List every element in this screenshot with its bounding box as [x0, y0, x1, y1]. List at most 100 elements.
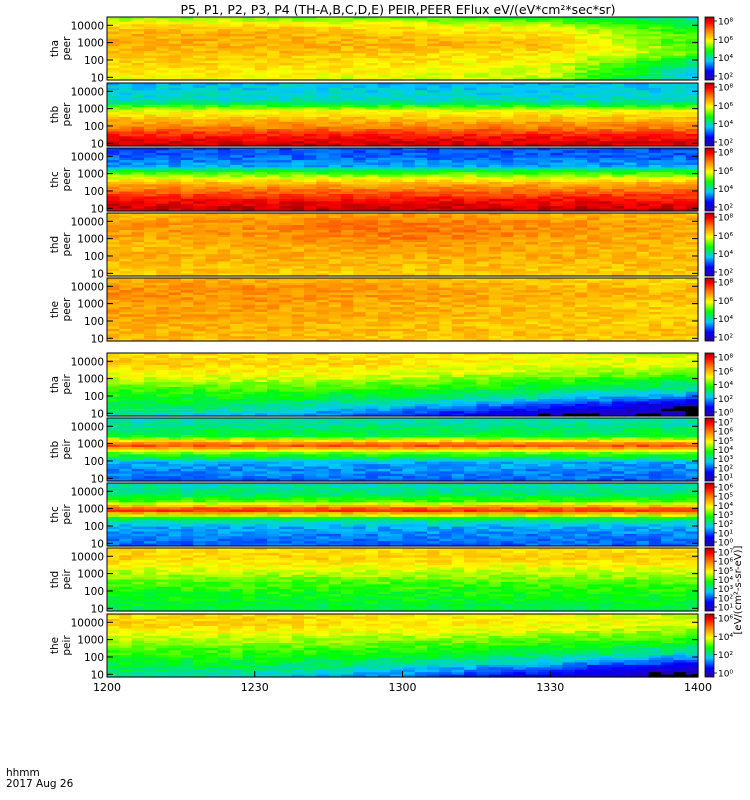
- heatmap-cell: [439, 194, 453, 198]
- heatmap-cell: [648, 112, 662, 116]
- heatmap-cell: [119, 17, 133, 21]
- heatmap-cell: [304, 75, 317, 79]
- heatmap-cell: [550, 85, 564, 89]
- heatmap-cell: [230, 164, 244, 168]
- heatmap-cell: [587, 58, 601, 62]
- heatmap-cell: [587, 31, 601, 35]
- heatmap-cell: [291, 19, 305, 23]
- heatmap-cell: [550, 41, 564, 45]
- heatmap-cell: [427, 126, 441, 130]
- heatmap-cell: [180, 63, 194, 67]
- heatmap-cell: [525, 177, 539, 181]
- heatmap-cell: [427, 48, 441, 52]
- heatmap-cell: [267, 29, 280, 33]
- heatmap-cell: [180, 38, 194, 42]
- heatmap-cell: [291, 160, 305, 164]
- heatmap-cell: [513, 116, 527, 120]
- heatmap-cell: [599, 157, 613, 161]
- heatmap-cell: [636, 174, 650, 178]
- heatmap-cell: [624, 70, 638, 74]
- heatmap-cell: [119, 124, 133, 128]
- heatmap-cell: [427, 38, 441, 42]
- heatmap-cell: [661, 181, 674, 185]
- heatmap-cell: [365, 164, 379, 168]
- heatmap-cell: [279, 97, 293, 101]
- heatmap-cell: [414, 198, 428, 202]
- heatmap-cell: [648, 67, 662, 71]
- heatmap-cell: [193, 55, 207, 59]
- heatmap-cell: [217, 114, 231, 118]
- heatmap-cell: [587, 116, 601, 120]
- heatmap-cell: [304, 116, 317, 120]
- heatmap-cell: [513, 60, 527, 64]
- heatmap-cell: [476, 58, 490, 62]
- heatmap-cell: [390, 143, 404, 147]
- heatmap-cell: [267, 143, 280, 147]
- heatmap-cell: [328, 155, 342, 159]
- heatmap-cell: [685, 36, 699, 40]
- heatmap-cell: [661, 155, 674, 159]
- heatmap-cell: [193, 172, 207, 176]
- heatmap-cell: [180, 114, 194, 118]
- heatmap-cell: [550, 95, 564, 99]
- heatmap-cell: [143, 75, 157, 79]
- heatmap-cell: [119, 169, 133, 173]
- heatmap-cell: [267, 31, 280, 35]
- heatmap-cell: [464, 167, 477, 171]
- heatmap-cell: [537, 179, 551, 183]
- heatmap-cell: [143, 50, 157, 54]
- heatmap-cell: [242, 17, 256, 21]
- heatmap-cell: [353, 198, 367, 202]
- heatmap-cell: [414, 36, 428, 40]
- heatmap-cell: [328, 26, 342, 30]
- heatmap-cell: [587, 41, 601, 45]
- heatmap-cell: [217, 36, 231, 40]
- heatmap-cell: [156, 112, 170, 116]
- heatmap-cell: [156, 85, 170, 89]
- heatmap-cell: [119, 70, 133, 74]
- heatmap-cell: [501, 121, 514, 125]
- heatmap-cell: [525, 53, 539, 57]
- heatmap-cell: [316, 43, 330, 47]
- heatmap-cell: [304, 99, 317, 103]
- heatmap-cell: [217, 38, 231, 42]
- heatmap-cell: [611, 169, 625, 173]
- heatmap-cell: [340, 17, 354, 21]
- heatmap-cell: [661, 196, 674, 200]
- heatmap-cell: [242, 63, 256, 67]
- heatmap-cell: [414, 133, 428, 137]
- heatmap-cell: [353, 148, 367, 152]
- heatmap-cell: [414, 90, 428, 94]
- heatmap-cell: [267, 191, 280, 195]
- heatmap-cell: [414, 203, 428, 207]
- heatmap-cell: [574, 102, 588, 106]
- heatmap-cell: [685, 53, 699, 57]
- heatmap-cell: [685, 87, 699, 91]
- panel-frame: [106, 16, 699, 81]
- heatmap-cell: [673, 138, 687, 142]
- heatmap-cell: [143, 102, 157, 106]
- heatmap-cell: [464, 124, 477, 128]
- heatmap-cell: [587, 87, 601, 91]
- heatmap-cell: [648, 157, 662, 161]
- y-tick-label: 10: [91, 203, 104, 215]
- heatmap-cell: [267, 26, 280, 30]
- heatmap-cell: [537, 36, 551, 40]
- heatmap-cell: [119, 155, 133, 159]
- heatmap-cell: [476, 124, 490, 128]
- heatmap-cell: [131, 164, 145, 168]
- heatmap-cell: [501, 203, 514, 207]
- heatmap-cell: [439, 119, 453, 123]
- heatmap-cell: [599, 95, 613, 99]
- heatmap-cell: [279, 70, 293, 74]
- heatmap-cell: [193, 77, 207, 81]
- heatmap-cell: [143, 119, 157, 123]
- heatmap-cell: [562, 201, 576, 205]
- heatmap-cell: [193, 24, 207, 28]
- heatmap-cell: [464, 198, 477, 202]
- heatmap-cell: [230, 116, 244, 120]
- heatmap-cell: [611, 201, 625, 205]
- heatmap-cell: [624, 124, 638, 128]
- heatmap-cell: [107, 102, 120, 106]
- heatmap-cell: [242, 129, 256, 133]
